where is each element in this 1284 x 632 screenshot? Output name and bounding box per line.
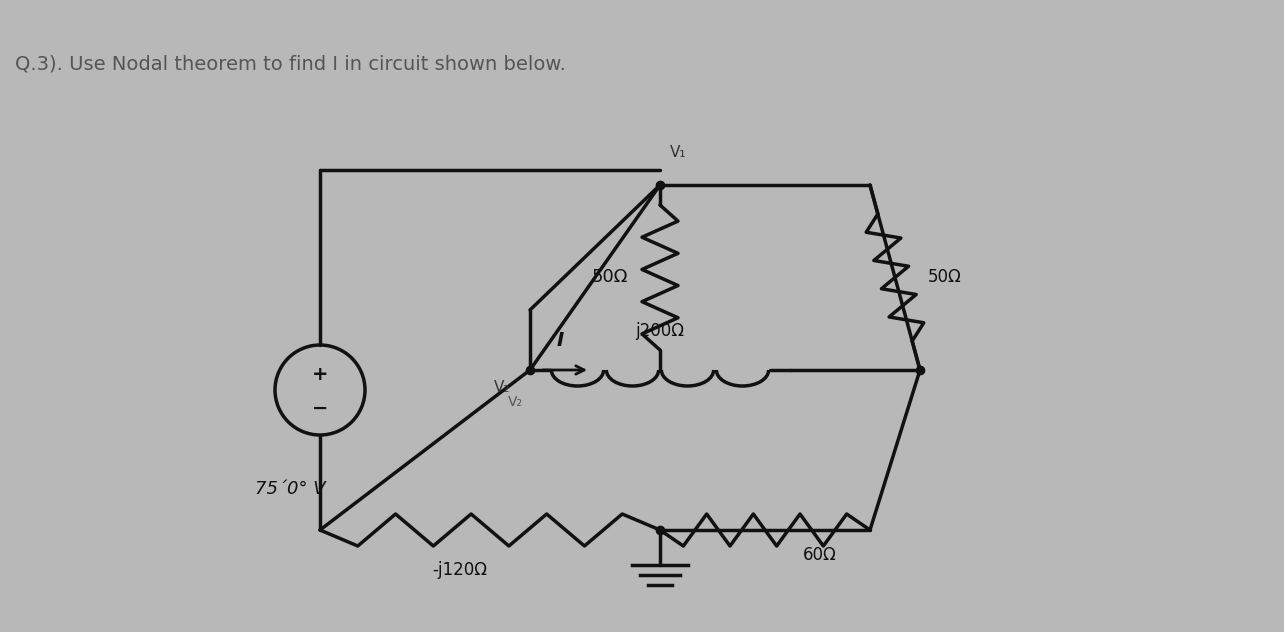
Text: V₁: V₁ bbox=[670, 145, 687, 160]
Text: V₂: V₂ bbox=[507, 395, 523, 409]
Text: 50Ω: 50Ω bbox=[928, 269, 962, 286]
Text: 60Ω: 60Ω bbox=[802, 546, 837, 564]
Text: j200Ω: j200Ω bbox=[636, 322, 684, 340]
Text: −: − bbox=[312, 399, 329, 418]
Text: +: + bbox=[312, 365, 329, 384]
Text: Q.3). Use Nodal theorem to find I in circuit shown below.: Q.3). Use Nodal theorem to find I in cir… bbox=[15, 55, 566, 74]
Text: I: I bbox=[556, 331, 564, 350]
Text: V₂: V₂ bbox=[493, 380, 510, 395]
Text: -j120Ω: -j120Ω bbox=[433, 561, 488, 579]
Text: 50Ω: 50Ω bbox=[592, 269, 628, 286]
Text: 75´0° V: 75´0° V bbox=[254, 480, 325, 498]
